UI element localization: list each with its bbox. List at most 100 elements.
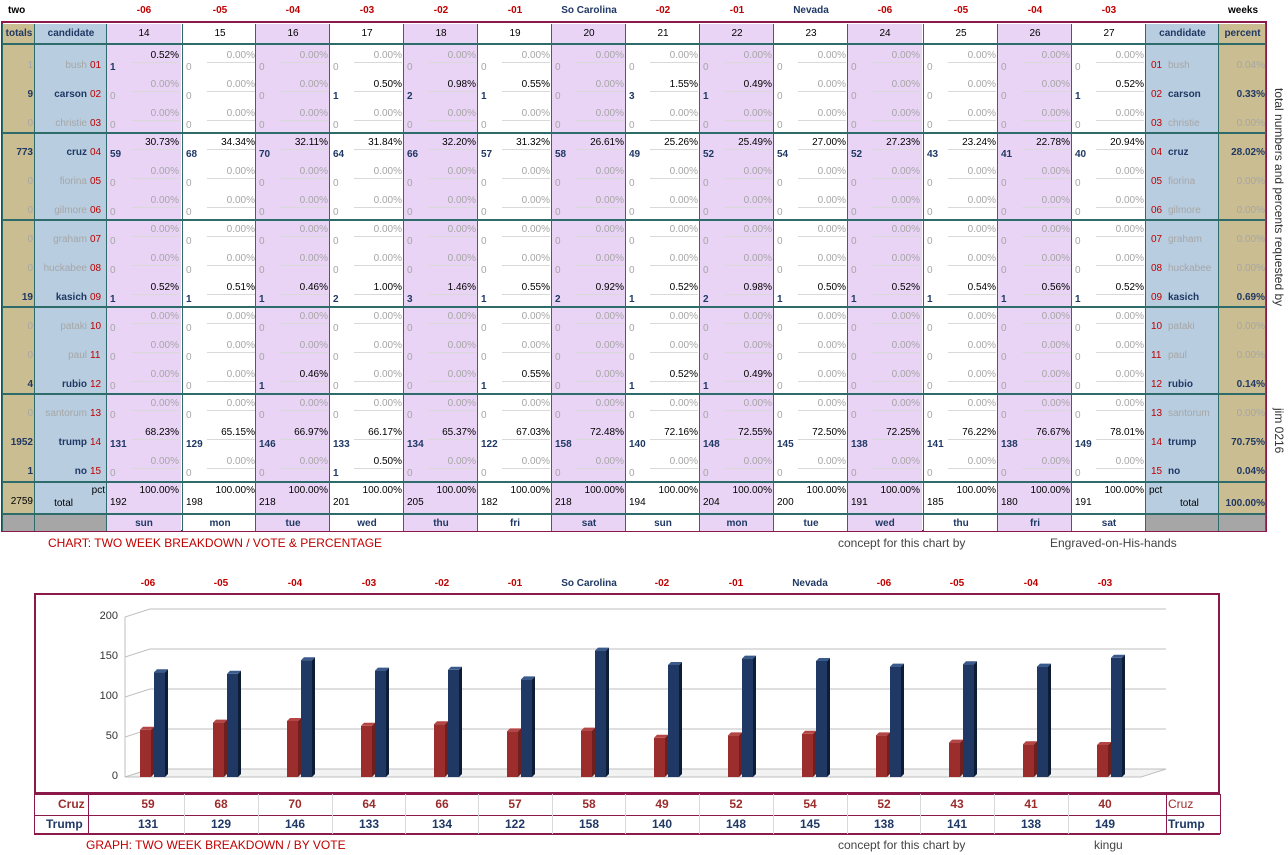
percent-column-bg (1219, 45, 1266, 513)
overall-percent: 0.04% (1236, 60, 1265, 71)
daily-vote: 0 (777, 410, 783, 421)
candidate-number: 10 (90, 321, 102, 332)
day-offset-label: -03 (1101, 5, 1117, 16)
daily-percent: 0.52% (669, 369, 698, 380)
daily-vote: 0 (186, 62, 192, 73)
overall-percent: 0.00% (1236, 408, 1265, 419)
cruz-value: 49 (655, 797, 669, 811)
cell-underline (650, 207, 698, 208)
daily-percent: 0.00% (817, 340, 846, 351)
daily-vote: 0 (777, 323, 783, 334)
chart-category-label: -04 (1023, 578, 1039, 589)
daily-vote: 0 (629, 207, 635, 218)
daily-percent: 72.55% (738, 427, 772, 438)
cell-underline (724, 323, 772, 324)
candidate-name: pataki (60, 321, 87, 332)
overall-percent: 0.00% (1236, 234, 1265, 245)
candidate-number: 15 (90, 466, 102, 477)
cell-underline (502, 91, 550, 92)
cell-underline (354, 62, 402, 63)
trump-series-label-right: Trump (1168, 817, 1205, 831)
column-divider-line (625, 24, 626, 531)
row-total: 0 (27, 118, 33, 129)
day-column-label-bg (256, 24, 330, 43)
right-candidate-number: 05 (1151, 176, 1163, 187)
daily-vote: 0 (555, 207, 561, 218)
daily-percent: 0.52% (891, 282, 920, 293)
row-total: 9 (27, 89, 33, 100)
daily-total-percent: 100.00% (510, 485, 550, 496)
day-column-label: 14 (138, 28, 150, 39)
right-candidate-name: paul (1168, 350, 1187, 361)
bar-chart-frame (34, 593, 1220, 794)
day-name-label: sat (581, 517, 597, 529)
cell-underline (428, 410, 476, 411)
daily-vote: 0 (927, 207, 933, 218)
values-column-line (1220, 794, 1221, 834)
daily-vote: 0 (1075, 265, 1081, 276)
daily-vote: 0 (851, 62, 857, 73)
right-candidate-name: santorum (1168, 408, 1210, 419)
daily-percent: 0.00% (1115, 398, 1144, 409)
column-divider-line (1145, 24, 1146, 531)
cell-underline (948, 178, 996, 179)
daily-percent: 0.50% (817, 282, 846, 293)
right-candidate-number: 03 (1151, 118, 1163, 129)
trump-value: 158 (578, 817, 600, 831)
daily-percent: 0.00% (1115, 224, 1144, 235)
daily-percent: 66.17% (368, 427, 402, 438)
daily-percent: 0.00% (447, 166, 476, 177)
cruz-value: 64 (362, 797, 376, 811)
daily-vote: 0 (186, 410, 192, 421)
right-candidate-column-bg (1146, 45, 1219, 513)
values-column-line (184, 794, 185, 834)
candidate-name: carson (54, 89, 87, 100)
overall-percent: 0.00% (1236, 350, 1265, 361)
day-column-label: 23 (805, 28, 817, 39)
day-offset-label: -01 (729, 5, 745, 16)
daily-vote: 1 (1001, 294, 1007, 305)
cell-underline (1096, 178, 1144, 179)
cell-underline (576, 294, 624, 295)
footer-grey-right (1146, 515, 1266, 531)
cell-underline (1022, 207, 1070, 208)
daily-percent: 0.00% (150, 340, 179, 351)
daily-vote: 0 (259, 323, 265, 334)
daily-vote: 0 (259, 207, 265, 218)
daily-percent: 0.00% (967, 166, 996, 177)
daily-vote: 49 (629, 149, 641, 160)
chart-category-label: -01 (728, 578, 744, 589)
overall-percent: 0.00% (1236, 263, 1265, 274)
daily-vote: 0 (407, 352, 413, 363)
daily-percent: 0.00% (891, 166, 920, 177)
day-column-bg (478, 45, 552, 513)
daily-percent: 0.00% (743, 108, 772, 119)
right-corner-label: weeks (1228, 5, 1259, 16)
values-column-line (478, 794, 479, 834)
daily-vote: 0 (703, 207, 709, 218)
cell-underline (1022, 381, 1070, 382)
cell-underline (576, 120, 624, 121)
daily-vote: 0 (1001, 381, 1007, 392)
daily-percent: 0.00% (967, 340, 996, 351)
cell-underline (724, 410, 772, 411)
cell-underline (650, 410, 698, 411)
cruz-value: 43 (950, 797, 964, 811)
daily-vote: 149 (1075, 439, 1092, 450)
daily-vote: 0 (333, 236, 339, 247)
day-column-bg (404, 45, 478, 513)
daily-percent: 0.00% (1041, 50, 1070, 61)
daily-percent: 0.55% (521, 369, 550, 380)
footer-grey-left (3, 515, 107, 531)
daily-vote: 0 (259, 62, 265, 73)
daily-total: 191 (1075, 497, 1092, 508)
daily-percent: 0.00% (669, 340, 698, 351)
cell-underline (502, 265, 550, 266)
daily-percent: 26.61% (590, 137, 624, 148)
right-candidate-name: graham (1168, 234, 1202, 245)
daily-percent: 0.00% (226, 398, 255, 409)
daily-vote: 0 (481, 410, 487, 421)
cell-underline (354, 207, 402, 208)
daily-vote: 0 (851, 323, 857, 334)
daily-percent: 0.00% (521, 340, 550, 351)
